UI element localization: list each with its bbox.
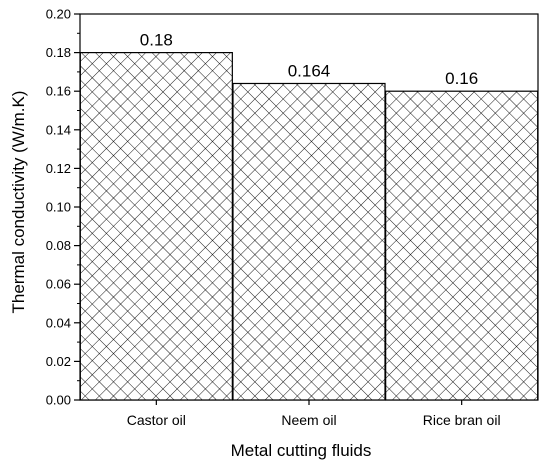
x-tick-label: Neem oil (281, 412, 336, 428)
bar-1: 0.18 (79, 31, 233, 401)
y-tick-label: 0.14 (46, 122, 71, 137)
bars: 0.18 0.164 0.16 (79, 31, 539, 401)
y-tick-label: 0.06 (46, 277, 71, 292)
bar-3: 0.16 (385, 69, 539, 401)
y-tick-label: 0.10 (46, 200, 71, 215)
bar-2: 0.164 (232, 61, 386, 401)
data-label: 0.164 (288, 61, 331, 80)
y-tick-label: 0.08 (46, 238, 71, 253)
y-tick-label: 0.00 (46, 393, 71, 408)
data-label: 0.16 (445, 69, 478, 88)
bar-hatch-b (385, 91, 538, 400)
y-tick-label: 0.18 (46, 45, 71, 60)
x-tick-label: Castor oil (127, 412, 186, 428)
y-tick-label: 0.02 (46, 354, 71, 369)
y-tick-label: 0.12 (46, 161, 71, 176)
x-axis-title: Metal cutting fluids (231, 441, 372, 460)
bar-hatch-b (233, 83, 385, 400)
y-tick-label: 0.20 (46, 7, 71, 22)
y-tick-label: 0.04 (46, 315, 71, 330)
bar-hatch-b (80, 52, 233, 400)
y-axis-ticks: 0.00 0.02 0.04 0.06 0.08 0.10 0.12 0.14 0.16 0.18… (46, 7, 80, 408)
y-axis-title: Thermal conductivity (W/m.K) (9, 91, 28, 314)
data-label: 0.18 (140, 31, 173, 50)
x-axis-ticks: Castor oil Neem oil Rice bran oil (127, 400, 501, 428)
y-tick-label: 0.16 (46, 84, 71, 99)
x-tick-label: Rice bran oil (423, 412, 501, 428)
